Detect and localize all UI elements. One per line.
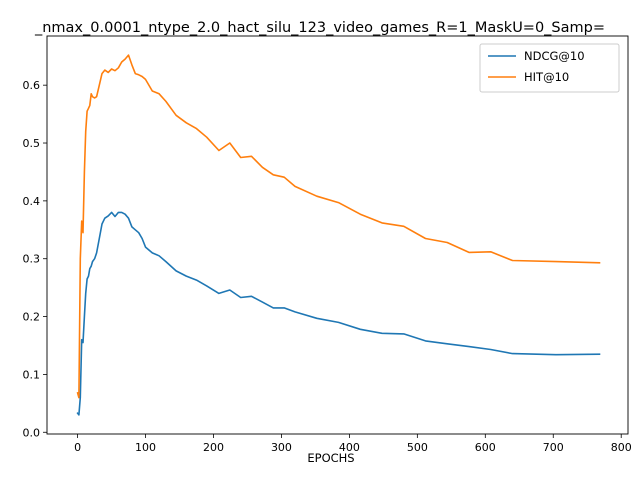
chart-title: _nmax_0.0001_ntype_2.0_hact_silu_123_vid… [34, 20, 605, 36]
y-tick-label: 0.3 [23, 253, 41, 266]
legend-label: NDCG@10 [524, 49, 585, 63]
x-axis: 0 100 200 300 400 500 600 700 800 [74, 434, 632, 454]
x-axis-label: EPOCHS [307, 451, 354, 465]
y-tick-label: 0.5 [23, 137, 41, 150]
series-line-hit [76, 54, 601, 399]
x-tick-label: 100 [135, 441, 156, 454]
y-tick-label: 0.6 [23, 79, 41, 92]
legend: NDCG@10 HIT@10 [479, 43, 620, 93]
x-tick-label: 300 [271, 441, 292, 454]
x-tick-label: 700 [543, 441, 564, 454]
legend-label: HIT@10 [524, 70, 569, 84]
x-tick-label: 400 [339, 441, 360, 454]
x-tick-label: 500 [407, 441, 428, 454]
x-tick-label: 600 [475, 441, 496, 454]
y-tick-label: 0.4 [23, 195, 41, 208]
y-tick-label: 0.2 [23, 311, 41, 324]
plot-frame [46, 35, 629, 435]
plot-area [46, 35, 629, 435]
series-line-ndcg [76, 211, 601, 416]
plot-background [47, 36, 628, 434]
x-tick-label: 800 [611, 441, 632, 454]
x-tick-label: 0 [74, 441, 81, 454]
y-tick-label: 0.1 [23, 368, 41, 381]
y-axis: 0.0 0.1 0.2 0.3 0.4 0.5 0.6 [23, 79, 47, 439]
series-layer [76, 54, 601, 416]
x-tick-label: 200 [203, 441, 224, 454]
y-tick-label: 0.0 [23, 426, 41, 439]
